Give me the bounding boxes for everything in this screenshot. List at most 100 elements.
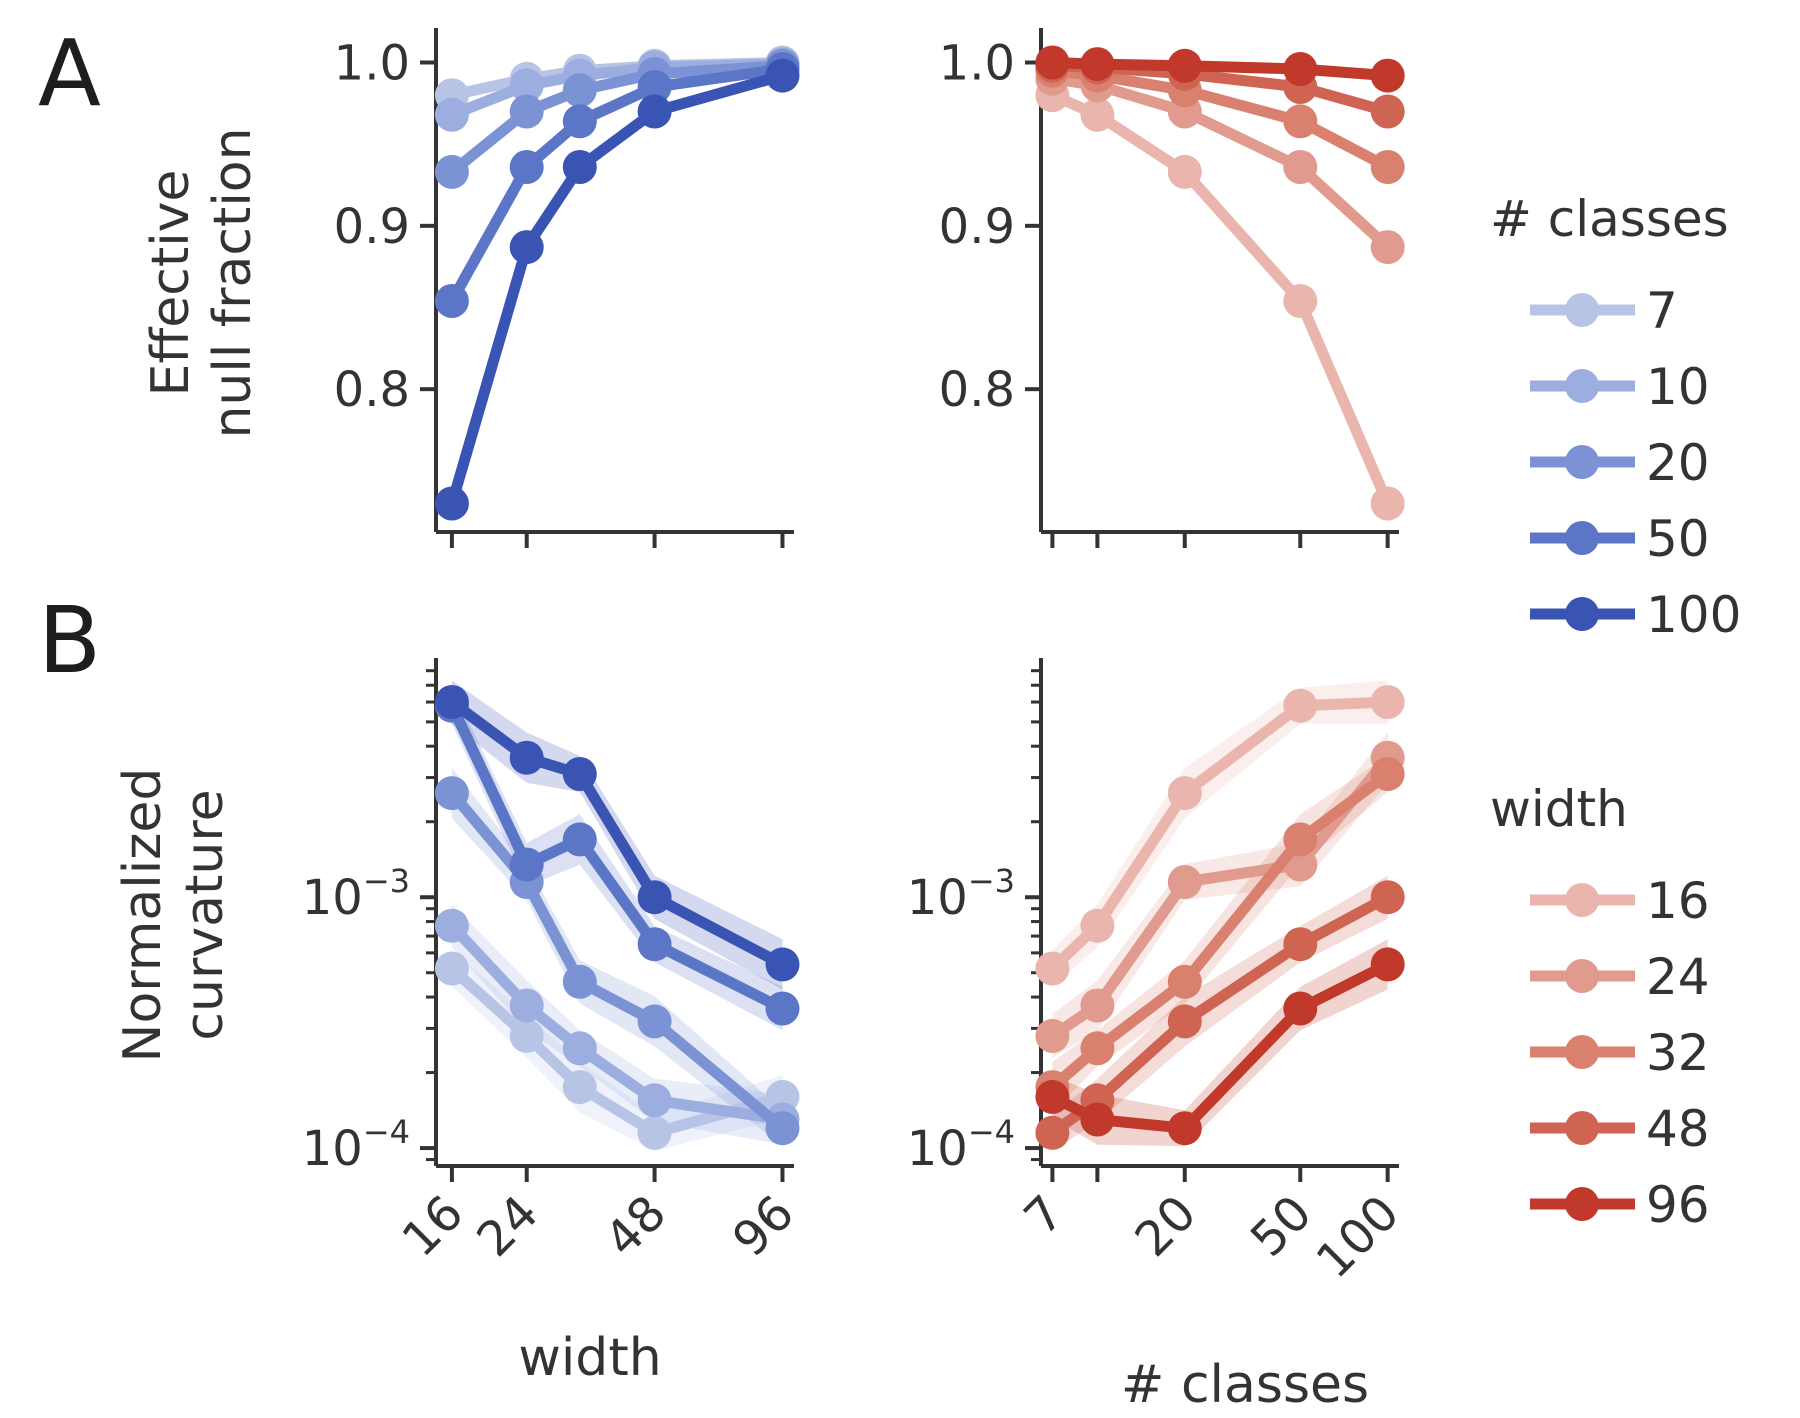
y-tick-exp: −4 <box>968 1113 1015 1151</box>
y-axis-title-line: Effective <box>141 170 201 397</box>
legend-marker <box>1565 959 1599 993</box>
legend-entry-label: 7 <box>1646 282 1678 340</box>
data-point-50 <box>562 822 597 857</box>
legend-marker <box>1565 369 1599 403</box>
data-point-16 <box>1167 776 1202 811</box>
x-axis-title: width <box>518 1328 661 1388</box>
data-point-32 <box>1283 822 1318 857</box>
data-point-96 <box>1283 991 1318 1026</box>
data-point-100 <box>765 58 800 93</box>
y-tick-exp: −3 <box>968 862 1015 900</box>
legend-marker <box>1565 1111 1599 1145</box>
y-tick-base: 10 <box>907 870 968 926</box>
panel-label-a: A <box>38 20 101 127</box>
legend-entry-label: 16 <box>1646 872 1710 930</box>
y-tick-label: 0.8 <box>334 362 410 418</box>
y-tick-label: 10−3 <box>907 862 1015 926</box>
data-point-20 <box>637 1004 672 1039</box>
data-point-7 <box>562 1070 597 1105</box>
data-point-96 <box>1370 58 1405 93</box>
data-point-20 <box>434 154 469 189</box>
data-point-20 <box>562 964 597 999</box>
ci-band-96 <box>1052 939 1388 1147</box>
ci-band-10 <box>451 904 783 1145</box>
legend-marker <box>1565 293 1599 327</box>
data-point-96 <box>1167 1111 1202 1146</box>
y-tick-base: 10 <box>302 1121 363 1177</box>
y-tick-label: 0.8 <box>939 362 1015 418</box>
data-point-24 <box>1370 230 1405 265</box>
data-point-50 <box>765 991 800 1026</box>
legend-entry-label: 50 <box>1646 510 1710 568</box>
data-point-32 <box>1283 104 1318 139</box>
data-point-16 <box>1370 685 1405 719</box>
y-axis-title: Normalizedcurvature <box>113 768 235 1063</box>
legend-title: width <box>1490 780 1628 838</box>
data-point-16 <box>1283 688 1318 723</box>
data-point-32 <box>1370 150 1405 184</box>
x-tick-label: 20 <box>1124 1185 1207 1268</box>
data-point-20 <box>509 94 544 129</box>
legend-entry-label: 48 <box>1646 1100 1710 1158</box>
data-point-50 <box>434 284 469 318</box>
data-point-48 <box>1167 1004 1202 1039</box>
data-point-100 <box>562 150 597 184</box>
data-point-100 <box>509 740 544 775</box>
series-line-50 <box>446 63 788 307</box>
x-axis-title: # classes <box>1121 1355 1369 1415</box>
legend-entry-label: 20 <box>1646 434 1710 492</box>
data-point-96 <box>1080 47 1115 82</box>
legend-entry-label: 96 <box>1646 1176 1710 1234</box>
y-tick-exp: −3 <box>363 862 410 900</box>
legend-width: width 16 24 32 48 96 <box>1490 780 1710 1234</box>
legend-marker <box>1565 883 1599 917</box>
data-point-50 <box>637 927 672 962</box>
data-point-50 <box>637 70 672 104</box>
data-point-50 <box>562 104 597 139</box>
data-point-96 <box>1080 1102 1115 1137</box>
data-point-48 <box>1370 94 1405 129</box>
data-point-16 <box>1283 284 1318 318</box>
panel-label-b: B <box>38 587 101 694</box>
data-point-16 <box>1167 154 1202 189</box>
data-point-32 <box>1080 1031 1115 1066</box>
data-point-100 <box>765 947 800 982</box>
y-tick-label: 10−4 <box>907 1113 1015 1177</box>
legend-marker <box>1565 1035 1599 1069</box>
y-tick-exp: −4 <box>363 1113 410 1151</box>
y-tick-label: 1.0 <box>334 36 410 92</box>
x-tick-label: 100 <box>1306 1185 1410 1289</box>
legend-marker <box>1565 445 1599 479</box>
data-point-24 <box>1080 988 1115 1023</box>
data-point-32 <box>1167 964 1202 999</box>
y-tick-label: 0.9 <box>334 199 410 255</box>
data-point-7 <box>637 1115 672 1150</box>
data-point-10 <box>509 988 544 1023</box>
x-tick-label: 7 <box>1014 1185 1075 1246</box>
legend-classes: # classes 7 10 20 50 100 <box>1490 190 1741 644</box>
data-point-20 <box>434 776 469 811</box>
legend-entry-label: 100 <box>1646 586 1741 644</box>
legend-entry-label: 24 <box>1646 948 1710 1006</box>
data-point-100 <box>637 880 672 915</box>
data-point-32 <box>1370 757 1405 791</box>
data-point-96 <box>1167 48 1202 83</box>
y-tick-base: 10 <box>907 1121 968 1177</box>
y-axis-title-line: null fraction <box>203 127 263 438</box>
data-point-24 <box>1283 150 1318 184</box>
data-point-7 <box>434 951 469 986</box>
data-point-24 <box>1167 865 1202 899</box>
x-tick-label: 48 <box>594 1185 677 1268</box>
x-tick-label: 96 <box>722 1185 805 1268</box>
data-point-16 <box>1080 97 1115 132</box>
legend-marker <box>1565 1187 1599 1221</box>
data-point-20 <box>765 1111 800 1146</box>
data-point-48 <box>1283 927 1318 962</box>
data-point-16 <box>1035 951 1070 986</box>
y-axis-title-line: Normalized <box>113 768 173 1063</box>
y-axis-title: Effectivenull fraction <box>141 127 263 438</box>
data-point-7 <box>509 1018 544 1053</box>
